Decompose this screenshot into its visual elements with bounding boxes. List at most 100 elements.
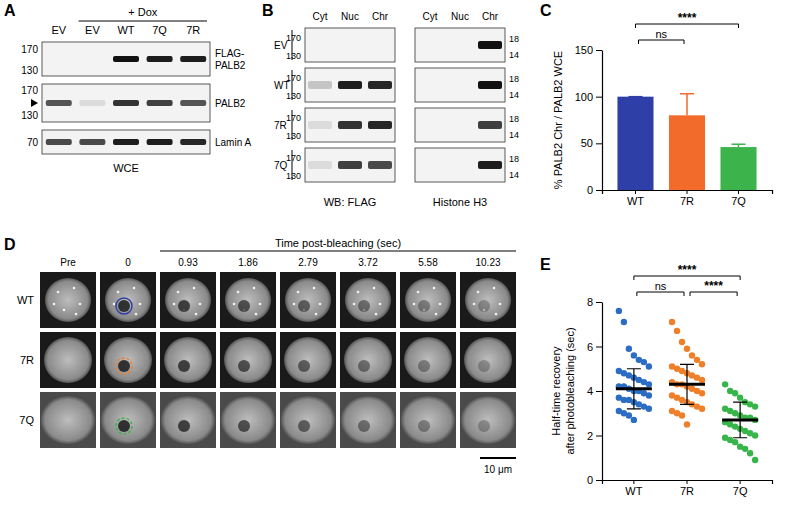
- axis-line: [603, 191, 773, 195]
- mw-marker: 130: [286, 131, 301, 141]
- band: [338, 81, 362, 89]
- point: [679, 339, 685, 345]
- point: [747, 450, 753, 456]
- tick-mark: [740, 480, 741, 484]
- micrograph: [160, 332, 216, 388]
- speckle: [379, 303, 382, 306]
- tick-label: 4: [587, 385, 593, 397]
- speckle: [237, 291, 240, 294]
- nucleus: [281, 396, 335, 444]
- mw-marker: 130: [21, 65, 38, 76]
- bleach-spot: [358, 360, 370, 372]
- tick-mark: [596, 143, 602, 144]
- tick-label: 8: [587, 296, 593, 308]
- bleach-roi: [116, 298, 132, 314]
- blot: [42, 42, 210, 76]
- nucleus: [165, 278, 211, 322]
- column-label: Chr: [482, 11, 499, 22]
- band-arrow: [31, 99, 38, 107]
- scale-bar-label: 10 μm: [484, 464, 512, 475]
- tick: 0: [587, 184, 602, 196]
- point: [742, 446, 748, 452]
- tick-mark: [596, 302, 602, 303]
- significance-bracket: [638, 40, 684, 44]
- bleach-spot: [358, 300, 370, 312]
- band: [79, 139, 105, 145]
- bleach-spot: [478, 300, 490, 312]
- axis-line: [603, 481, 773, 485]
- bleach-spot: [178, 360, 190, 372]
- micrograph: [280, 332, 336, 388]
- tick-label: 150: [575, 44, 593, 56]
- micrograph: [460, 392, 516, 448]
- mw-marker: 14: [509, 130, 519, 140]
- mw-marker: 18: [509, 154, 519, 164]
- speckle: [495, 313, 498, 316]
- tick-mark: [687, 480, 688, 484]
- bleach-roi: [116, 418, 132, 434]
- panel-letter: B: [262, 2, 274, 19]
- bleach-spot: [238, 420, 250, 432]
- point: [752, 457, 758, 463]
- speckle: [177, 291, 180, 294]
- tick-mark: [596, 480, 602, 481]
- tick: 7R: [680, 190, 694, 207]
- tick: 2: [587, 430, 602, 442]
- tick: 4: [587, 385, 602, 397]
- speckle: [439, 303, 442, 306]
- micrograph: [160, 392, 216, 448]
- treatment-label: + Dox: [128, 6, 158, 18]
- point: [616, 308, 622, 314]
- band: [308, 81, 332, 89]
- column-label: 3.72: [358, 257, 378, 268]
- plot-area: [616, 308, 759, 463]
- tick-mark: [596, 190, 602, 191]
- speckle: [233, 303, 236, 306]
- mw-marker: 70: [27, 137, 39, 148]
- row-label: 7R: [274, 120, 287, 131]
- figure: AEVEVWT7Q7R+ Dox170130FLAG-PALB2170130PA…: [0, 0, 785, 518]
- point: [626, 346, 632, 352]
- micrograph: [100, 332, 156, 388]
- nucleus: [465, 278, 511, 322]
- point: [641, 359, 647, 365]
- tick: WT: [627, 190, 644, 207]
- speckle: [135, 313, 138, 316]
- mw-marker: 18: [509, 74, 519, 84]
- x-axis: WT7R7Q: [603, 480, 773, 497]
- micrograph: [340, 332, 396, 388]
- speckle: [499, 303, 502, 306]
- tick-label: WT: [627, 195, 644, 207]
- tick: 7R: [680, 480, 694, 497]
- mw-marker: 130: [286, 51, 301, 61]
- mw-marker: 170: [286, 153, 301, 163]
- bleach-spot: [118, 300, 130, 312]
- micrograph: [280, 272, 336, 328]
- mw-marker: 18: [509, 34, 519, 44]
- band: [113, 56, 139, 62]
- bleach-spot: [178, 420, 190, 432]
- speckle: [63, 309, 66, 312]
- tick: 0: [587, 474, 602, 486]
- band: [308, 121, 332, 129]
- speckle: [57, 291, 60, 294]
- band: [478, 121, 502, 129]
- band: [113, 100, 139, 106]
- speckle: [255, 313, 258, 316]
- point: [722, 381, 728, 387]
- header-label: Time post-bleaching (sec): [275, 237, 401, 249]
- bleach-spot: [298, 420, 310, 432]
- speckle: [253, 287, 256, 290]
- band: [338, 161, 362, 169]
- column-label: 10.23: [475, 257, 500, 268]
- tick: 6: [587, 341, 602, 353]
- band: [180, 56, 206, 62]
- band: [368, 81, 392, 89]
- column-label: 0.93: [178, 257, 198, 268]
- tick: 7Q: [731, 190, 746, 207]
- micrograph: [160, 272, 216, 328]
- x-axis: WT 7R 7Q: [603, 190, 773, 207]
- bleach-spot: [118, 420, 130, 432]
- micrograph: [400, 272, 456, 328]
- column-label: Cyt: [313, 11, 328, 22]
